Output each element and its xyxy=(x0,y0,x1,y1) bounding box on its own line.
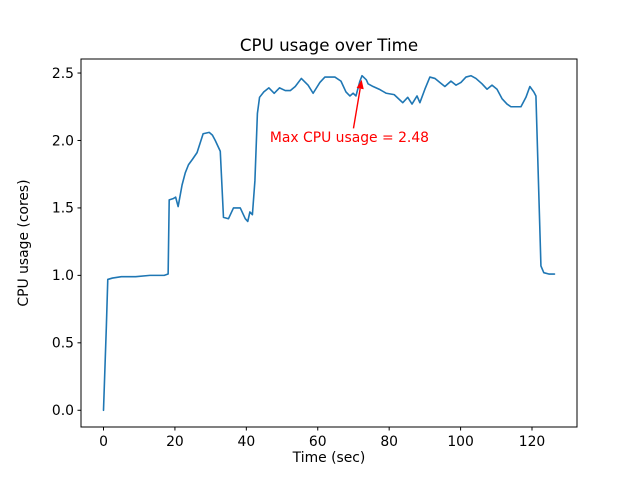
x-tick-label: 100 xyxy=(447,434,474,450)
y-tick-label: 2.5 xyxy=(52,66,74,82)
annotation-text: Max CPU usage = 2.48 xyxy=(270,130,429,146)
x-tick-label: 20 xyxy=(166,434,184,450)
x-tick-label: 60 xyxy=(309,434,327,450)
y-axis-label: CPU usage (cores) xyxy=(16,179,32,306)
chart-title: CPU usage over Time xyxy=(240,35,418,55)
y-tick-label: 0.5 xyxy=(52,336,74,352)
cpu-usage-line xyxy=(102,74,556,412)
annotation-arrow-line xyxy=(352,88,361,129)
y-tick-label: 0.0 xyxy=(52,403,74,419)
axes-spines xyxy=(80,58,578,428)
x-tick-label: 120 xyxy=(519,434,546,450)
y-tick-label: 1.0 xyxy=(52,268,74,284)
x-tick-label: 80 xyxy=(380,434,398,450)
annotation-arrow-head xyxy=(356,79,364,90)
y-tick-label: 2.0 xyxy=(52,133,74,149)
x-tick-label: 40 xyxy=(237,434,255,450)
x-axis-label: Time (sec) xyxy=(292,450,366,466)
x-tick-label: 0 xyxy=(99,434,108,450)
y-tick-label: 1.5 xyxy=(52,201,74,217)
